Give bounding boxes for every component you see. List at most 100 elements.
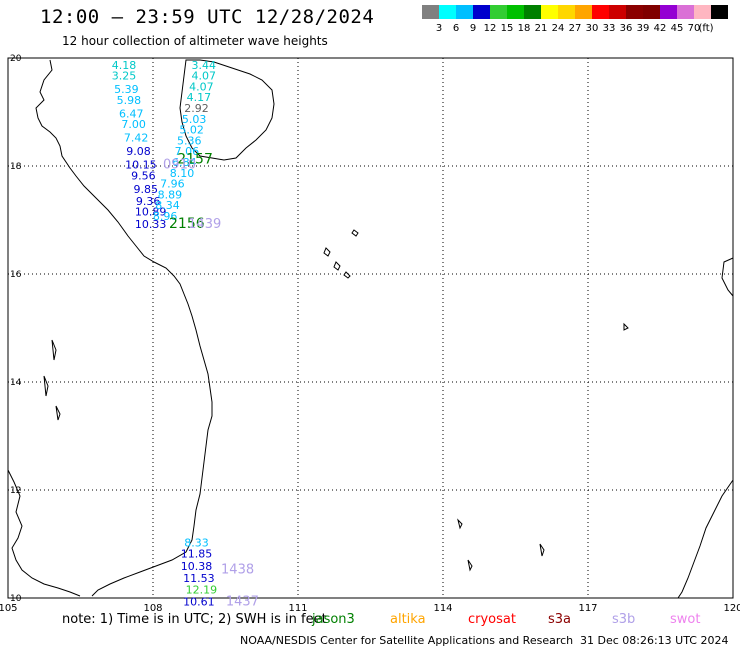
colorbar-swatch	[677, 5, 694, 19]
wave-height-label: 10.61	[183, 596, 215, 609]
colorbar-swatch	[558, 5, 575, 19]
coastline	[351, 229, 359, 237]
colorbar-swatch	[524, 5, 541, 19]
lon-tick-label: 120	[723, 603, 740, 614]
colorbar-tick-label: 6	[453, 23, 459, 34]
wave-height-label: 5.03	[182, 113, 207, 126]
wave-height-label: 5.98	[117, 94, 142, 107]
wave-height-label: 12.19	[186, 584, 218, 597]
wave-height-label: 4.17	[187, 91, 212, 104]
colorbar-tick-label: 18	[518, 23, 531, 34]
colorbar-swatch	[643, 5, 660, 19]
colorbar-tick-label: 70	[688, 23, 701, 34]
note-text: note: 1) Time is in UTC; 2) SWH is in fe…	[62, 612, 327, 627]
wave-height-label: 10.89	[135, 206, 167, 219]
pass-time-label: 1437	[226, 595, 259, 610]
lat-tick-label: 16	[10, 270, 22, 280]
coastline	[343, 271, 351, 279]
colorbar-swatch	[575, 5, 592, 19]
pass-time-label: 0910	[163, 158, 196, 173]
credit-date: 31 Dec 08:26:13 UTC 2024	[580, 634, 729, 647]
wave-height-label: 4.07	[189, 80, 214, 93]
lon-tick-label: 114	[433, 603, 452, 614]
wave-height-label: 9.56	[131, 170, 156, 183]
colorbar-tick-label: 24	[552, 23, 565, 34]
coastline	[677, 479, 734, 599]
satellite-legend-jason3: jason3	[312, 612, 355, 627]
map-subtitle: 12 hour collection of altimeter wave hei…	[62, 34, 328, 48]
map-title: 12:00 – 23:59 UTC 12/28/2024	[40, 6, 375, 28]
colorbar-swatch	[456, 5, 473, 19]
wave-height-label: 9.36	[136, 195, 161, 208]
wave-height-label: 8.96	[153, 210, 178, 223]
colorbar-swatch	[439, 5, 456, 19]
wave-height-label: 6.84	[172, 156, 197, 169]
colorbar-swatch	[473, 5, 490, 19]
wave-height-label: 5.02	[179, 124, 204, 137]
colorbar-tick-label: 9	[470, 23, 476, 34]
coastline	[323, 247, 331, 257]
wave-height-label: 3.44	[192, 59, 217, 72]
satellite-legend-s3b: s3b	[612, 612, 636, 627]
wave-height-label: 5.36	[177, 134, 202, 147]
lat-tick-label: 20	[10, 54, 22, 64]
lon-tick-label: 105	[0, 603, 18, 614]
coastline	[55, 405, 61, 421]
wave-height-label: 7.96	[160, 178, 185, 191]
wave-height-label: 9.08	[126, 145, 151, 158]
colorbar-tick-label: 12	[484, 23, 497, 34]
colorbar-tick-label: 30	[586, 23, 599, 34]
colorbar-tick-label: 36	[620, 23, 633, 34]
wave-height-label: 8.89	[158, 188, 183, 201]
wave-height-label: 10.38	[181, 560, 213, 573]
pass-time-label: 1439	[188, 217, 221, 232]
colorbar-tick-label: 27	[569, 23, 582, 34]
colorbar-swatch	[592, 5, 609, 19]
colorbar-tick-label: 39	[637, 23, 650, 34]
colorbar-tick-label: 15	[501, 23, 514, 34]
wave-height-label: 10.15	[125, 159, 157, 172]
coastline	[333, 261, 341, 271]
coastline	[179, 59, 275, 161]
color-legend: 3 6 9 12 15 18 21 24 27 30 33 36 39 42 45 70(ft)	[422, 5, 728, 34]
satellite-legend-altika: altika	[390, 612, 426, 627]
satellite-legend-s3a: s3a	[548, 612, 572, 627]
colorbar-swatch	[711, 5, 728, 19]
coastline	[721, 257, 734, 297]
lat-tick-label: 14	[10, 378, 22, 388]
coastline	[457, 518, 463, 530]
map-frame	[7, 57, 734, 599]
wave-height-label: 6.47	[119, 107, 144, 120]
colorbar-swatch	[541, 5, 558, 19]
wave-height-label: 2.92	[184, 102, 209, 115]
colorbar-swatch	[507, 5, 524, 19]
wave-height-label: 8.34	[155, 199, 180, 212]
credit-text: NOAA/NESDIS Center for Satellite Applica…	[240, 634, 574, 647]
wave-height-label: 7.42	[124, 132, 149, 145]
lon-tick-label: 117	[578, 603, 597, 614]
coastline	[35, 59, 213, 597]
colorbar-tick-label: 3	[436, 23, 442, 34]
coastline	[43, 375, 49, 397]
colorbar-tick-label: 21	[535, 23, 548, 34]
colorbar-swatch	[694, 5, 711, 19]
wave-height-label: 3.25	[112, 70, 137, 83]
colorbar-swatch	[609, 5, 626, 19]
coastline	[539, 543, 545, 557]
wave-height-label: 4.07	[192, 70, 217, 83]
pass-time-label: 2157	[177, 151, 213, 167]
wave-height-label: 7.00	[121, 118, 146, 131]
lon-tick-label: 108	[143, 603, 162, 614]
satellite-legend-cryosat: cryosat	[468, 612, 516, 627]
wave-height-label: 4.18	[112, 59, 137, 72]
satellite-legend-swot: swot	[670, 612, 701, 627]
colorbar-tick-label: 33	[603, 23, 616, 34]
lat-tick-label: 12	[10, 486, 21, 496]
wave-height-label: 8.33	[184, 537, 209, 550]
wave-height-label: 11.85	[181, 548, 213, 561]
wave-height-label: 11.53	[183, 572, 215, 585]
coastline	[51, 339, 57, 361]
colorbar-swatch	[490, 5, 507, 19]
wave-height-label: 9.85	[134, 183, 159, 196]
